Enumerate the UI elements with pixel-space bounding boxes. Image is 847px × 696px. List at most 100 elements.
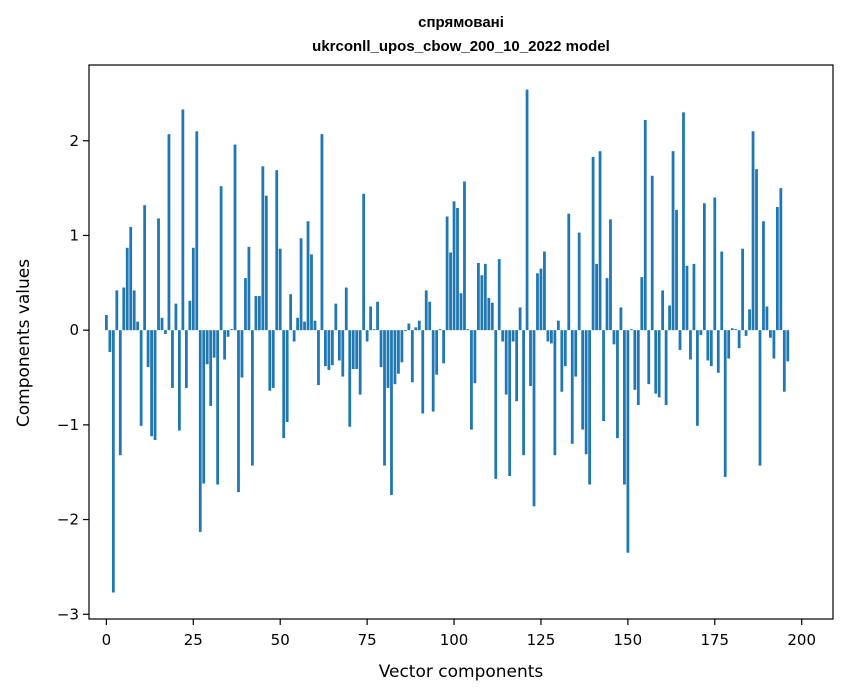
bar — [543, 251, 546, 331]
bar — [556, 320, 560, 331]
bar — [264, 195, 268, 331]
bar — [403, 330, 407, 332]
bar — [539, 268, 543, 331]
bar — [174, 303, 178, 331]
bar — [577, 232, 581, 331]
bar — [108, 330, 112, 352]
bar — [167, 134, 171, 331]
bar — [223, 330, 226, 360]
bar — [414, 327, 418, 331]
bar — [125, 247, 129, 331]
bar — [546, 330, 550, 342]
bar — [525, 89, 529, 331]
bars-group — [104, 89, 790, 593]
bar — [226, 330, 230, 337]
bar — [122, 287, 126, 331]
bar — [497, 259, 501, 331]
bar — [104, 315, 108, 331]
bar — [775, 207, 779, 331]
bar — [612, 330, 616, 345]
bar — [696, 330, 699, 426]
bar — [702, 203, 706, 331]
bar — [393, 330, 397, 385]
x-tick-label: 50 — [271, 631, 290, 649]
bar — [456, 208, 459, 331]
y-tick-label: 2 — [69, 132, 79, 150]
bar — [369, 306, 372, 331]
bar — [303, 321, 306, 331]
bar — [730, 328, 734, 331]
bar — [692, 263, 696, 331]
bar — [431, 330, 435, 412]
bar — [501, 330, 505, 342]
bar — [417, 320, 421, 331]
bar — [282, 330, 286, 439]
bar — [769, 330, 772, 338]
bar — [330, 330, 334, 366]
bar — [616, 330, 619, 439]
bar — [786, 330, 790, 362]
bar — [762, 221, 765, 331]
x-tick-label: 125 — [527, 631, 556, 649]
bar — [244, 278, 247, 331]
bar — [435, 330, 439, 375]
bar — [605, 278, 609, 331]
bar — [553, 330, 557, 456]
bar — [299, 238, 303, 331]
bar — [459, 293, 463, 331]
bar — [390, 330, 393, 495]
bar — [643, 119, 647, 331]
bar — [372, 329, 376, 331]
bar — [257, 296, 261, 331]
bar — [337, 330, 341, 361]
bar — [428, 301, 432, 331]
bar — [410, 330, 414, 383]
bar — [633, 330, 637, 390]
bar — [289, 294, 293, 331]
bar — [452, 201, 456, 331]
bar — [157, 218, 160, 331]
bar — [657, 330, 661, 398]
bar — [720, 251, 724, 331]
bar — [379, 330, 383, 368]
bar — [198, 330, 202, 532]
bar — [153, 330, 157, 441]
bar — [285, 330, 289, 423]
bar — [567, 213, 571, 331]
bar — [463, 181, 466, 331]
bar — [421, 330, 425, 414]
bar — [629, 329, 633, 331]
bar — [129, 226, 133, 331]
y-tick-label: −2 — [57, 511, 79, 529]
bar — [671, 151, 675, 331]
bar — [254, 296, 258, 331]
bar — [310, 254, 313, 331]
bar — [397, 330, 400, 374]
bar — [136, 321, 140, 331]
bar — [581, 330, 585, 430]
bar — [522, 330, 525, 456]
bar — [400, 330, 404, 363]
bar — [327, 330, 331, 370]
bar — [118, 330, 122, 456]
bar — [741, 248, 744, 331]
y-tick-label: 1 — [69, 226, 79, 244]
bar — [271, 330, 275, 388]
bar — [782, 330, 786, 392]
bar — [209, 330, 213, 406]
bar — [184, 330, 188, 388]
bar — [504, 330, 508, 395]
bar — [574, 330, 578, 377]
bar — [313, 320, 317, 331]
bar — [650, 175, 654, 331]
bar — [233, 144, 237, 331]
bar — [376, 301, 379, 331]
bar — [734, 329, 738, 331]
bar — [146, 330, 150, 368]
plot-frame — [88, 64, 834, 620]
x-tick-label: 100 — [440, 631, 469, 649]
bar — [334, 303, 338, 331]
bar — [626, 330, 630, 553]
x-axis-ticks: 0 25 50 75 100 125 150 175 200 — [102, 619, 816, 649]
